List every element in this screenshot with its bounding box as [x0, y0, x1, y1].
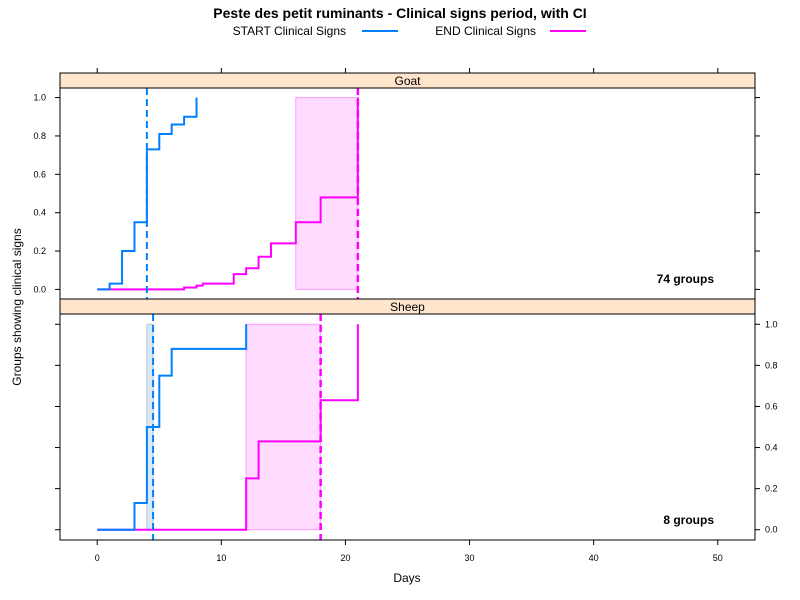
x-tick-label: 30 [465, 553, 475, 563]
y-axis-label: Groups showing clinical signs [10, 228, 24, 385]
y-tick-label: 0.2 [33, 246, 46, 256]
y-tick-label: 0.2 [765, 484, 778, 494]
end-ci-band [245, 323, 322, 531]
x-tick-label: 40 [589, 553, 599, 563]
y-tick-label: 0.4 [33, 208, 46, 218]
plot-area: Goat 74 groups 0.0 0.2 0.4 0.6 0.8 1.0 Sheep 8 gr… [33, 68, 778, 563]
x-tick-label: 0 [95, 553, 100, 563]
legend: START Clinical Signs END Clinical Signs [233, 24, 586, 38]
y-tick-label: 0.6 [33, 169, 46, 179]
y-tick-label: 0.8 [765, 360, 778, 370]
y-tick-label: 0.8 [33, 131, 46, 141]
y-tick-label: 0.0 [33, 284, 46, 294]
end-series-line [97, 324, 359, 531]
x-axis-label: Days [393, 571, 420, 585]
panel-frame [59, 298, 756, 541]
x-tick-label: 10 [216, 553, 226, 563]
group-count-annotation: 74 groups [657, 272, 715, 286]
strip-label: Goat [394, 74, 421, 88]
x-tick-label: 50 [713, 553, 723, 563]
start-series-line [97, 324, 248, 531]
x-tick-label: 20 [340, 553, 350, 563]
strip-label: Sheep [390, 300, 425, 314]
y-tick-label: 1.0 [765, 319, 778, 329]
end-series-line [97, 97, 359, 291]
chart-title: Peste des petit ruminants - Clinical sig… [213, 5, 586, 21]
panel-sheep: Sheep 8 groups 0.0 0.2 0.4 0.6 0.8 1.0 [55, 298, 778, 541]
panel-goat: Goat 74 groups 0.0 0.2 0.4 0.6 0.8 1.0 [33, 72, 760, 300]
y-tick-label: 0.6 [765, 401, 778, 411]
group-count-annotation: 8 groups [663, 513, 714, 527]
y-tick-label: 0.4 [765, 443, 778, 453]
panel-frame [59, 72, 756, 300]
y-tick-label: 1.0 [33, 93, 46, 103]
legend-label-start: START Clinical Signs [233, 24, 346, 38]
legend-label-end: END Clinical Signs [435, 24, 536, 38]
end-ci-band [295, 97, 359, 290]
y-tick-label: 0.0 [765, 525, 778, 535]
